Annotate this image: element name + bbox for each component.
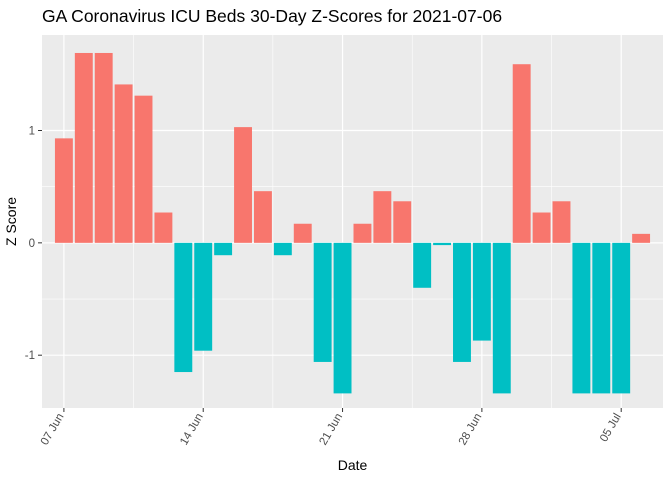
- bar: [433, 242, 452, 246]
- bar: [453, 242, 471, 362]
- bar: [253, 191, 272, 243]
- y-axis-title: Z Score: [3, 197, 19, 246]
- bar: [413, 242, 432, 288]
- bar: [552, 201, 571, 243]
- x-tick-label: 14 Jun: [178, 412, 206, 448]
- bar: [293, 223, 312, 243]
- bar: [632, 233, 651, 243]
- chart-title: GA Coronavirus ICU Beds 30-Day Z-Scores …: [42, 6, 503, 26]
- bar: [492, 242, 511, 394]
- bar: [353, 223, 372, 243]
- bar: [472, 242, 491, 341]
- bar: [393, 201, 412, 243]
- bar: [532, 212, 551, 243]
- bar: [373, 191, 392, 243]
- bar: [512, 64, 531, 243]
- bar: [333, 242, 352, 394]
- bar: [234, 127, 252, 243]
- bar: [74, 52, 93, 243]
- bar: [114, 84, 133, 243]
- y-axis: -1 0 1: [25, 125, 42, 362]
- bar: [612, 242, 631, 394]
- y-tick-label: 0: [29, 238, 35, 250]
- x-axis-title: Date: [338, 457, 368, 473]
- x-tick-label: 21 Jun: [317, 412, 345, 448]
- bar: [194, 242, 213, 351]
- bar: [313, 242, 332, 362]
- bar: [214, 242, 233, 256]
- bar: [154, 212, 173, 243]
- bar: [54, 138, 73, 243]
- bar: [572, 242, 591, 394]
- x-tick-label: 05 Jul: [598, 412, 624, 445]
- x-axis: 07 Jun 14 Jun 21 Jun 28 Jun 05 Jul: [39, 408, 624, 447]
- bars: [54, 52, 651, 394]
- x-tick-label: 28 Jun: [457, 412, 485, 448]
- y-tick-label: 1: [29, 125, 35, 137]
- x-tick-label: 07 Jun: [39, 412, 67, 448]
- bar: [94, 52, 113, 243]
- bar: [273, 242, 292, 256]
- bar: [134, 95, 153, 243]
- bar: [174, 242, 193, 373]
- y-tick-label: -1: [25, 350, 35, 362]
- bar: [592, 242, 611, 394]
